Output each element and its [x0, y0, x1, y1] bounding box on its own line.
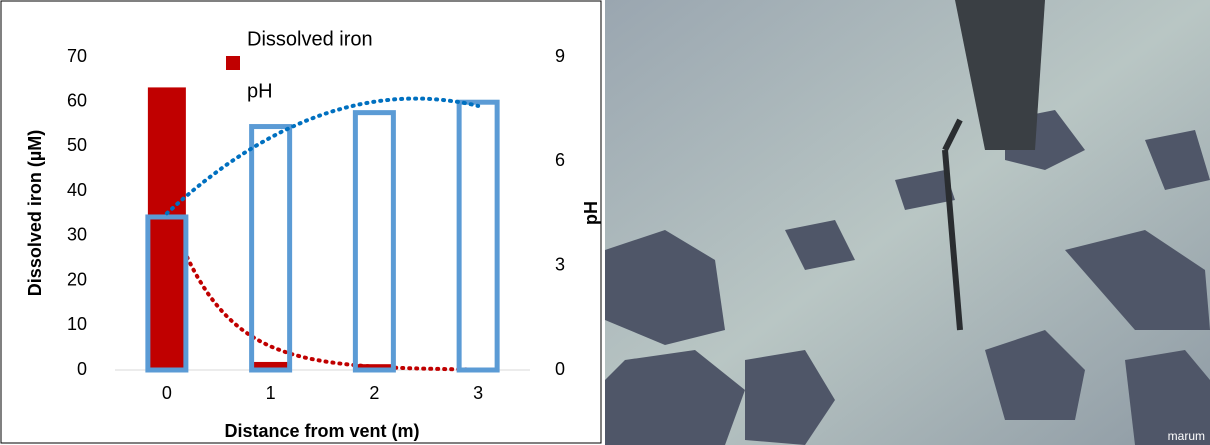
y2-tick-label: 3	[555, 254, 565, 274]
bar	[148, 87, 186, 370]
chart: Distance from vent (m) Dissolved iron (µ…	[0, 0, 603, 445]
y-axis-title: Dissolved iron (µM)	[25, 130, 45, 296]
y-tick-label: 60	[67, 90, 87, 110]
legend-swatch	[226, 56, 240, 70]
y2-tick-label: 9	[555, 46, 565, 66]
y2-tick-label: 6	[555, 150, 565, 170]
y-tick-label: 30	[67, 225, 87, 245]
page: Distance from vent (m) Dissolved iron (µ…	[0, 0, 1210, 445]
photo: marum	[605, 0, 1210, 445]
watermark: marum	[1168, 429, 1205, 443]
legend-label: Dissolved iron	[247, 28, 373, 50]
y-tick-label: 10	[67, 314, 87, 334]
y-tick-label: 0	[77, 359, 87, 379]
y2-axis-title: pH	[581, 201, 601, 225]
x-axis-title: Distance from vent (m)	[224, 421, 419, 441]
chart-border	[1, 1, 601, 443]
y-tick-label: 70	[67, 46, 87, 66]
y-tick-label: 40	[67, 180, 87, 200]
x-tick-label: 3	[473, 383, 483, 403]
x-tick-label: 0	[162, 383, 172, 403]
legend-label: pH	[247, 80, 273, 102]
x-tick-label: 1	[266, 383, 276, 403]
y2-tick-label: 0	[555, 359, 565, 379]
y-tick-label: 50	[67, 135, 87, 155]
x-tick-label: 2	[369, 383, 379, 403]
y-tick-label: 20	[67, 269, 87, 289]
